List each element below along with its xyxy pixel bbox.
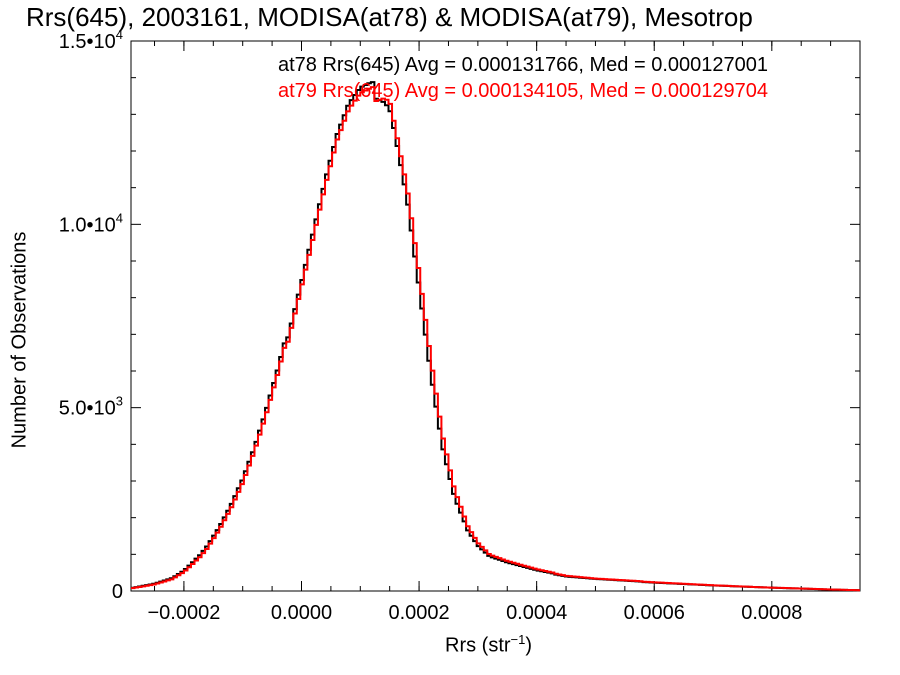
series-at79-line (131, 86, 860, 592)
plot-frame (130, 40, 861, 592)
chart-title: Rrs(645), 2003161, MODISA(at78) & MODISA… (26, 2, 753, 32)
x-axis-label: Rrs (str−1) (445, 632, 532, 658)
annotation-at79: at79 Rrs(645) Avg = 0.000134105, Med = 0… (278, 80, 769, 102)
y-tick-label: 1.5•104 (59, 27, 123, 53)
x-tick-label: 0.0004 (506, 602, 567, 624)
series-at78-line (131, 81, 860, 592)
x-tick-label: 0.0002 (388, 602, 449, 624)
x-axis-label-sup: −1 (510, 632, 526, 647)
x-axis: −0.0002 0.0000 0.0002 0.0004 0.0006 0.0008 (147, 41, 832, 624)
series-layer (131, 81, 860, 592)
y-axis: 0 5.0•103 1.0•104 1.5•104 (59, 27, 860, 603)
x-tick-label: 0.0006 (624, 602, 685, 624)
y-tick-label: 0 (112, 581, 123, 603)
x-axis-label-end: ) (525, 634, 533, 657)
y-tick-label: 1.0•104 (59, 210, 123, 236)
x-tick-label: 0.0008 (741, 602, 802, 624)
annotation-at78: at78 Rrs(645) Avg = 0.000131766, Med = 0… (278, 54, 769, 76)
x-tick-label: −0.0002 (147, 602, 220, 624)
y-axis-label: Number of Observations (8, 231, 31, 449)
x-axis-label-text: Rrs (str (445, 634, 511, 657)
x-tick-label: 0.0000 (271, 602, 332, 624)
y-tick-label: 5.0•103 (59, 394, 123, 420)
